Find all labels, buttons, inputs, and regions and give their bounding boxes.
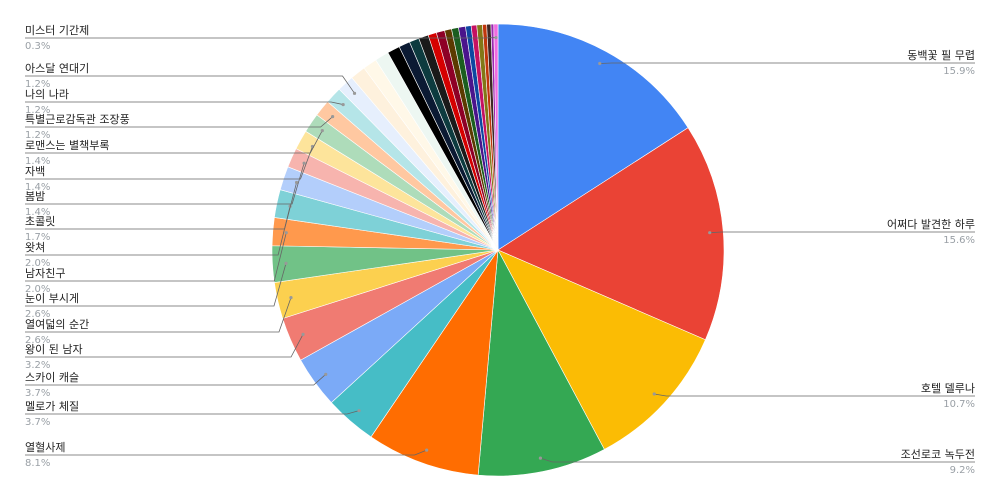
leader-line bbox=[25, 410, 360, 415]
slice-label: 어쩌다 발견한 하루 bbox=[887, 217, 975, 231]
slice-percent: 1.4% bbox=[25, 156, 50, 167]
slice-percent: 3.2% bbox=[25, 360, 50, 371]
slice-label: 아스달 연대기 bbox=[25, 62, 89, 75]
leader-line bbox=[25, 163, 305, 205]
slice-label: 열여덟의 순간 bbox=[25, 318, 89, 331]
leader-dot bbox=[294, 180, 299, 185]
leader-line bbox=[25, 297, 292, 333]
leader-dot bbox=[708, 231, 712, 235]
leader-line bbox=[25, 75, 355, 94]
leader-dot bbox=[320, 128, 324, 133]
slice-label: 로맨스는 별책부록 bbox=[25, 139, 109, 152]
slice-percent: 1.2% bbox=[25, 79, 50, 90]
leader-dot bbox=[341, 102, 345, 107]
slice-percent: 1.4% bbox=[25, 182, 50, 193]
leader-line bbox=[25, 130, 323, 154]
slice-label: 특별근로감독관 조장풍 bbox=[25, 113, 130, 126]
leader-line bbox=[540, 457, 975, 463]
slice-label: 멜로가 체질 bbox=[25, 400, 79, 413]
leader-line bbox=[25, 232, 287, 282]
leader-line bbox=[654, 393, 975, 397]
slice-label: 눈이 부시게 bbox=[25, 292, 79, 305]
leader-dot bbox=[301, 332, 305, 336]
slice-percent: 2.0% bbox=[25, 284, 50, 295]
leader-dot bbox=[324, 372, 328, 376]
slice-label: 왕이 된 남자 bbox=[25, 343, 83, 356]
slice-label: 초콜릿 bbox=[25, 215, 55, 228]
slice-percent: 1.2% bbox=[25, 130, 50, 141]
leader-dot bbox=[284, 231, 288, 235]
slice-percent: 1.7% bbox=[25, 232, 50, 243]
slice-percent: 2.0% bbox=[25, 258, 50, 269]
leader-dot bbox=[284, 261, 288, 265]
leader-line bbox=[25, 374, 327, 386]
slice-percent: 2.6% bbox=[25, 309, 50, 320]
leader-line bbox=[25, 101, 344, 105]
leader-line bbox=[25, 182, 297, 230]
slice-percent: 9.2% bbox=[950, 465, 975, 476]
slice-percent: 1.2% bbox=[25, 105, 50, 116]
leader-dot bbox=[289, 296, 293, 300]
slice-percent: 3.7% bbox=[25, 417, 50, 428]
slice-percent: 15.6% bbox=[943, 235, 975, 246]
slice-label: 호텔 델루나 bbox=[921, 382, 975, 395]
slice-label: 동백꽃 필 무렵 bbox=[907, 49, 975, 62]
pie-slice bbox=[497, 249, 706, 450]
leader-dot bbox=[425, 448, 429, 452]
pie-slice bbox=[497, 127, 725, 341]
slice-percent: 10.7% bbox=[943, 399, 975, 410]
leader-dot bbox=[652, 392, 656, 396]
slice-label: 열혈사제 bbox=[25, 440, 65, 454]
leader-dot bbox=[331, 115, 335, 119]
slice-percent: 1.4% bbox=[25, 207, 50, 218]
leader-line bbox=[25, 263, 287, 307]
leader-dot bbox=[494, 35, 498, 40]
slice-label: 남자친구 bbox=[25, 267, 65, 280]
slice-label: 나의 나라 bbox=[25, 88, 69, 101]
leader-line bbox=[25, 449, 427, 456]
leader-dot bbox=[352, 91, 357, 95]
leader-dot bbox=[538, 456, 543, 460]
leader-line bbox=[25, 206, 291, 256]
slice-percent: 15.9% bbox=[943, 66, 975, 77]
slice-percent: 3.7% bbox=[25, 388, 50, 399]
pie-slice bbox=[497, 23, 689, 251]
leader-line bbox=[599, 62, 975, 64]
slice-label: 왓쳐 bbox=[25, 241, 45, 254]
leader-line bbox=[709, 231, 975, 234]
slice-percent: 8.1% bbox=[25, 458, 50, 469]
slice-percent: 2.6% bbox=[25, 335, 50, 346]
leader-line bbox=[25, 334, 304, 358]
slice-percent: 0.3% bbox=[25, 41, 50, 52]
pie-slice bbox=[370, 248, 499, 476]
leader-line bbox=[25, 146, 313, 180]
leader-dot bbox=[357, 409, 361, 413]
leader-dot bbox=[598, 61, 602, 66]
slice-label: 자백 bbox=[25, 165, 45, 178]
pie-slice bbox=[493, 23, 499, 251]
leader-dot bbox=[302, 161, 306, 165]
slice-label: 스카이 캐슬 bbox=[25, 371, 79, 384]
leader-line bbox=[25, 116, 333, 128]
pie-slice bbox=[477, 248, 605, 477]
slice-label: 조선로코 녹두전 bbox=[901, 448, 975, 461]
slice-label: 봄밤 bbox=[25, 190, 45, 203]
slice-label: 미스터 기간제 bbox=[25, 24, 89, 37]
